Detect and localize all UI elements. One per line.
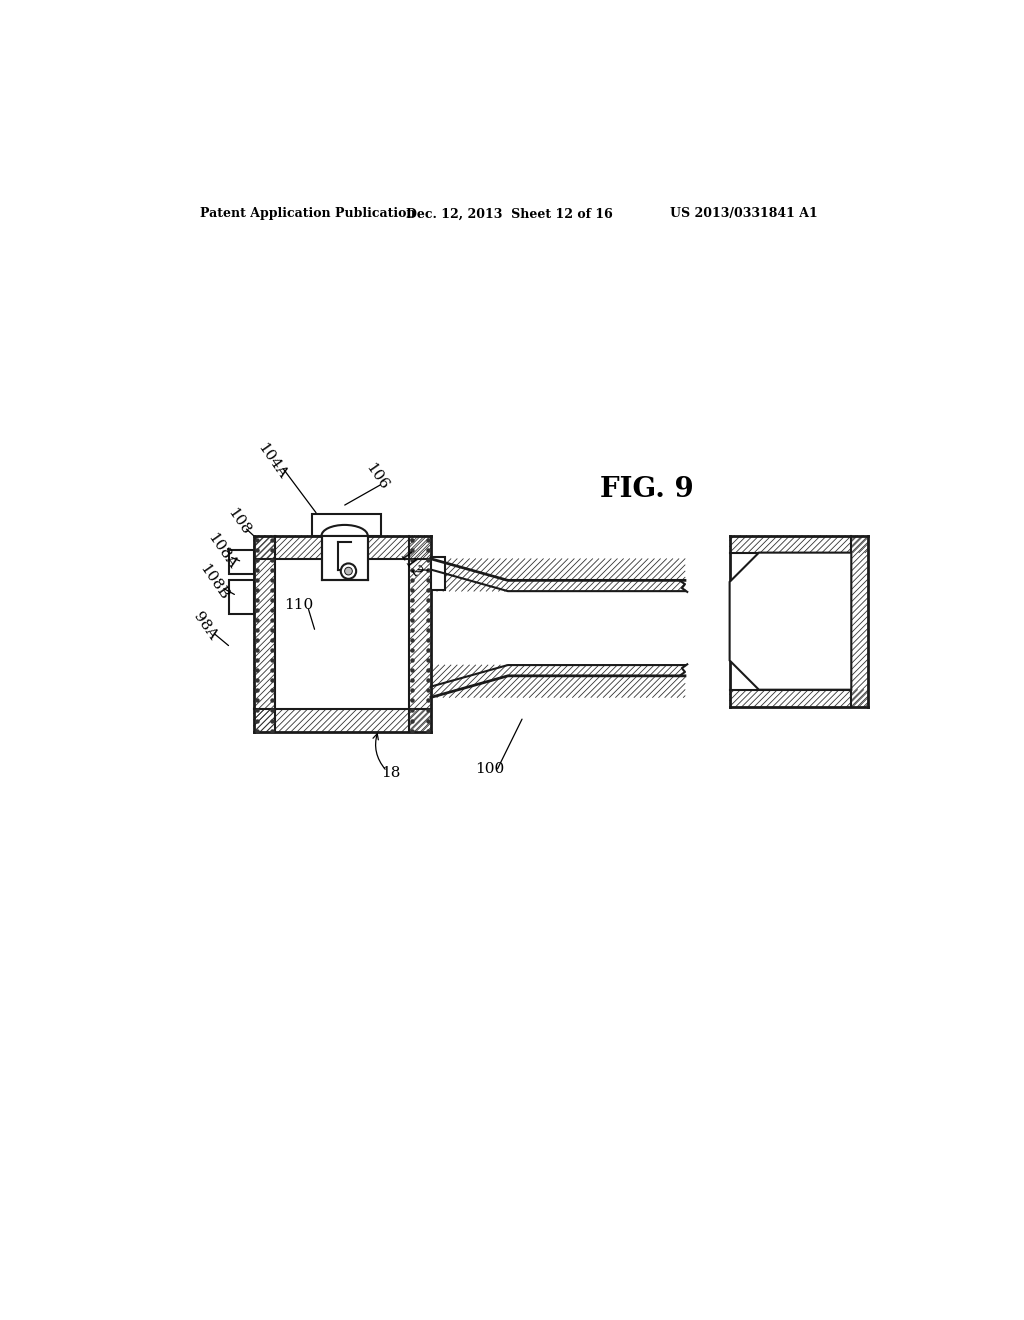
- Text: Dec. 12, 2013  Sheet 12 of 16: Dec. 12, 2013 Sheet 12 of 16: [407, 207, 613, 220]
- Text: 98A: 98A: [190, 610, 220, 643]
- Polygon shape: [730, 553, 851, 689]
- Circle shape: [341, 564, 356, 579]
- Bar: [275, 558, 410, 709]
- Bar: [229, 581, 254, 614]
- Bar: [322, 536, 368, 581]
- Bar: [431, 591, 685, 665]
- Text: Patent Application Publication: Patent Application Publication: [200, 207, 416, 220]
- Text: 108A: 108A: [204, 531, 239, 572]
- Text: 108: 108: [224, 506, 253, 537]
- Bar: [730, 553, 851, 689]
- Bar: [229, 549, 254, 574]
- Text: 110: 110: [284, 598, 313, 612]
- Text: 104A: 104A: [254, 441, 289, 482]
- Text: US 2013/0331841 A1: US 2013/0331841 A1: [670, 207, 817, 220]
- Bar: [311, 515, 381, 536]
- Text: 112: 112: [395, 549, 423, 581]
- Text: 18: 18: [381, 766, 400, 780]
- Circle shape: [345, 568, 352, 576]
- Bar: [431, 557, 444, 590]
- Text: 100: 100: [475, 762, 505, 776]
- Text: FIG. 9: FIG. 9: [600, 477, 694, 503]
- Text: 108B: 108B: [197, 561, 231, 602]
- Text: 106: 106: [362, 461, 391, 492]
